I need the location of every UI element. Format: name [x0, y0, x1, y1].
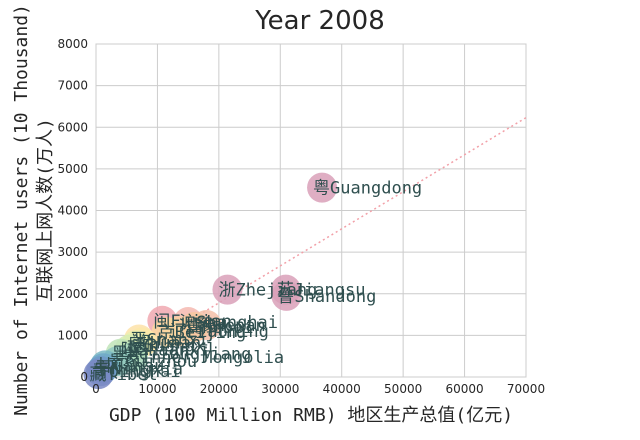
y-tick-label: 3000 — [57, 245, 88, 259]
point-label: 宁Ningxia — [94, 359, 183, 379]
point-label: 鲁Shandong — [277, 287, 376, 307]
point-label: 青Qinghai — [92, 362, 181, 382]
point-label: 豫Henan — [198, 316, 266, 336]
y-tick-label: 2000 — [57, 287, 88, 301]
point-label: 京Beijing — [158, 323, 247, 343]
point-label: 湘Hunan — [133, 333, 201, 353]
point-label: 甘Gansu — [96, 356, 164, 376]
x-tick-label: 60000 — [445, 382, 483, 396]
scatter-point — [83, 359, 114, 390]
y-axis-label-line1: Number of Internet users (10 Thousand) — [11, 4, 32, 416]
x-tick-label: 70000 — [507, 382, 545, 396]
plot-frame — [95, 43, 527, 378]
point-label: 陕Shaanxi — [121, 341, 210, 361]
y-tick-label: 4000 — [57, 204, 88, 218]
trendline-group — [95, 117, 527, 378]
point-label: 浙Zhejiang — [218, 281, 317, 301]
point-label: 贵Guizhou — [109, 352, 198, 372]
point-label: 蒙Inner Mongolia — [124, 348, 284, 368]
scatter-point — [151, 317, 182, 348]
scatter-point — [271, 280, 302, 311]
point-label: 苏Jiangsu — [277, 281, 366, 301]
point-label: 桂Guangxi — [127, 336, 216, 356]
point-label: 晋Shanxi — [130, 331, 208, 351]
y-tick-label: 5000 — [57, 162, 88, 176]
x-axis-ticks: 0 10000 20000 30000 40000 50000 60000 70000 — [92, 382, 545, 396]
x-tick-label: 40000 — [323, 382, 361, 396]
y-tick-label: 0 — [80, 370, 88, 384]
y-axis-label-line2: 互联网上网人数(万人) — [35, 118, 56, 302]
scatter-point — [307, 172, 338, 203]
point-label: 黑Heilongjiang — [112, 345, 252, 365]
chart-title: Year 2008 — [254, 6, 384, 36]
y-tick-label: 8000 — [57, 37, 88, 51]
y-axis-ticks: 0 1000 2000 3000 4000 5000 6000 7000 8000 — [57, 37, 88, 384]
point-label: 闽Fujian — [153, 312, 231, 332]
x-axis-label: GDP (100 Million RMB) 地区生产总值(亿元) — [109, 405, 513, 426]
trendline — [95, 117, 527, 378]
x-tick-label: 0 — [92, 382, 100, 396]
y-tick-label: 1000 — [57, 328, 88, 342]
x-tick-label: 50000 — [384, 382, 422, 396]
y-tick-label: 7000 — [57, 79, 88, 93]
y-tick-label: 6000 — [57, 120, 88, 134]
x-tick-label: 30000 — [261, 382, 299, 396]
point-label: 沪Shanghai — [179, 313, 278, 333]
scatter-point — [212, 274, 243, 305]
point-label: 藏Tibet — [89, 365, 157, 385]
point-label: 粤Guangdong — [313, 179, 422, 199]
point-label: 辽Liaoning — [170, 322, 269, 342]
x-tick-label: 10000 — [138, 382, 176, 396]
point-label: 冀Hebei — [185, 318, 253, 338]
x-tick-label: 20000 — [200, 382, 238, 396]
